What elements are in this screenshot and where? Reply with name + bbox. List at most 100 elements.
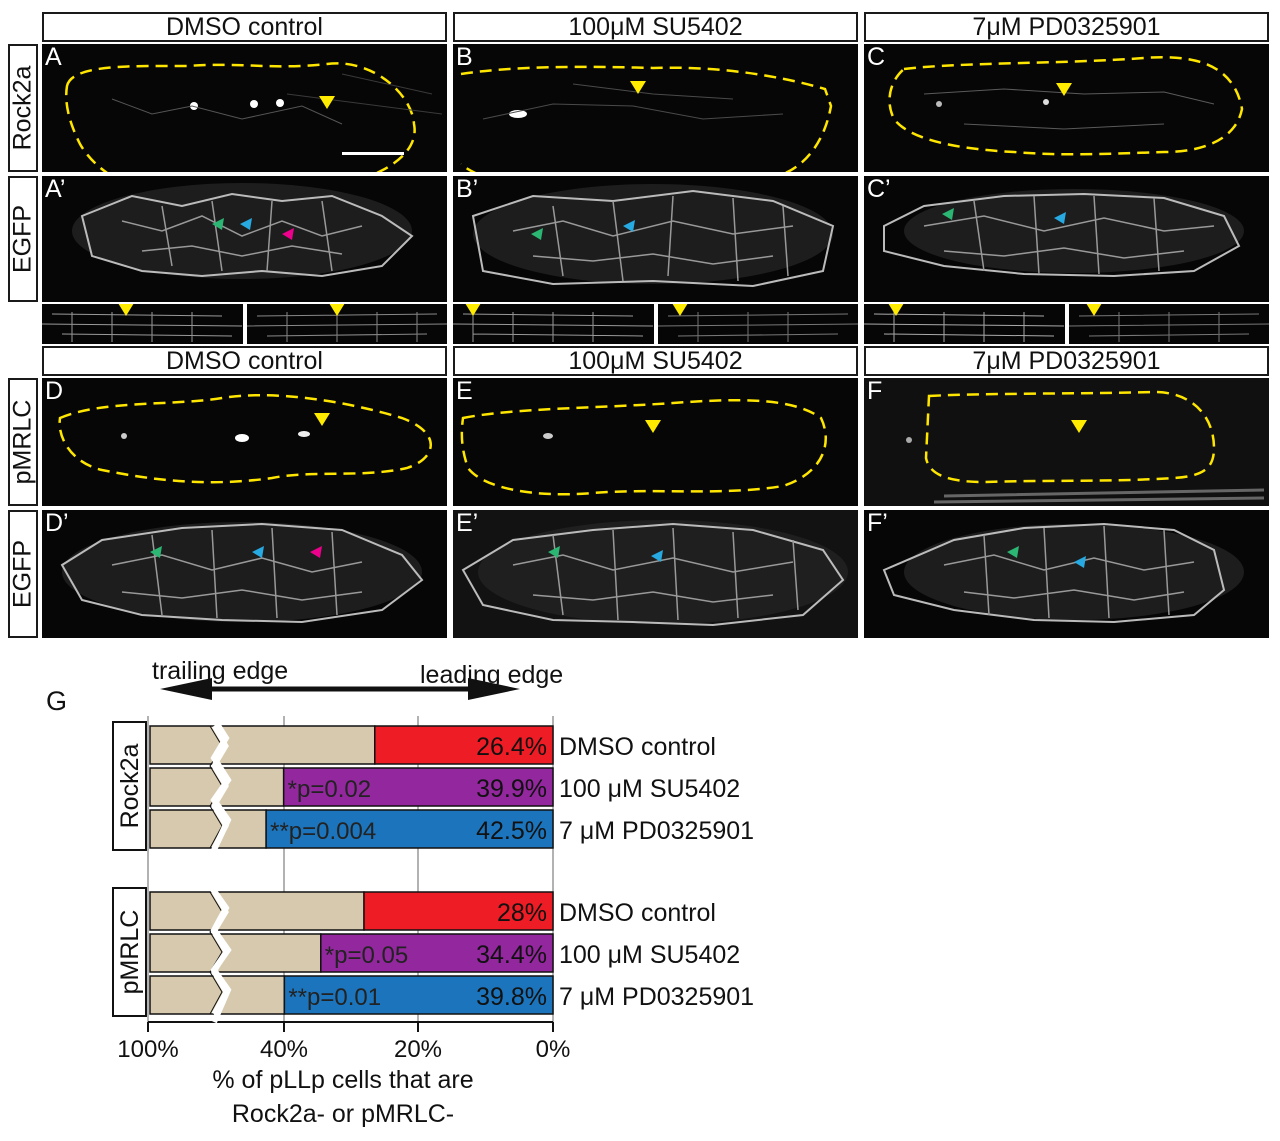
direction-arrow bbox=[160, 678, 520, 700]
row-label-egfp-2: EGFP bbox=[8, 510, 38, 638]
panel-letter-A-prime: A’ bbox=[45, 176, 66, 203]
ortho-strip-A-left bbox=[42, 304, 243, 344]
panel-A: A bbox=[42, 44, 447, 172]
row-label-egfp-1: EGFP bbox=[8, 176, 38, 302]
yellow-arrowhead-icon bbox=[888, 304, 904, 316]
panel-A-prime: A’ bbox=[42, 176, 447, 302]
yellow-arrowhead-icon bbox=[1086, 304, 1102, 316]
bar-category-label: DMSO control bbox=[559, 733, 716, 761]
panel-letter-F: F bbox=[867, 378, 883, 405]
figure-g-letter: G bbox=[46, 686, 67, 716]
blue-arrowhead-icon bbox=[1054, 212, 1066, 224]
yellow-arrowhead-icon bbox=[314, 413, 330, 426]
yellow-arrowhead-icon bbox=[1056, 83, 1072, 96]
scale-bar bbox=[342, 152, 404, 155]
x-tick-label: 40% bbox=[260, 1036, 308, 1063]
p-value-label: **p=0.01 bbox=[288, 984, 381, 1011]
panel-letter-D: D bbox=[45, 378, 64, 405]
header-su5402-1: 100μM SU5402 bbox=[453, 12, 858, 42]
group-label-box-rock2a bbox=[112, 721, 147, 851]
magenta-arrowhead-icon bbox=[282, 228, 294, 240]
row-label-rock2a-text: Rock2a bbox=[8, 65, 37, 151]
panel-letter-C: C bbox=[867, 44, 886, 71]
yellow-arrowhead-icon bbox=[672, 304, 688, 316]
row-label-rock2a: Rock2a bbox=[8, 44, 38, 172]
panel-letter-E-prime: E’ bbox=[456, 510, 479, 537]
ortho-strip-B-right bbox=[658, 304, 858, 344]
panel-A-image bbox=[65, 62, 443, 172]
header-pd0325901-2: 7μM PD0325901 bbox=[864, 346, 1269, 376]
bar-remainder bbox=[149, 891, 365, 931]
panel-F-image bbox=[906, 390, 1265, 504]
blue-arrowhead-icon bbox=[1074, 556, 1086, 568]
bar-remainder bbox=[149, 933, 322, 973]
ortho-strip-A-right bbox=[247, 304, 447, 344]
bar-category-label: 7 μM PD0325901 bbox=[559, 817, 754, 845]
group-label-pmrlc: pMRLC bbox=[116, 910, 144, 995]
blue-arrowhead-icon bbox=[623, 220, 635, 232]
header-pd0325901-1: 7μM PD0325901 bbox=[864, 12, 1269, 42]
green-arrowhead-icon bbox=[150, 546, 162, 558]
panel-D-image bbox=[58, 393, 432, 484]
panel-E: E bbox=[453, 378, 858, 506]
panel-A-prime-image bbox=[72, 183, 414, 279]
header-dmso-2: DMSO control bbox=[42, 346, 447, 376]
yellow-arrowhead-icon bbox=[319, 96, 335, 109]
bar-value bbox=[363, 891, 554, 931]
ortho-strip-C-left bbox=[864, 304, 1065, 344]
yellow-arrowhead-icon bbox=[465, 304, 481, 316]
panel-E-prime: E’ bbox=[453, 510, 858, 638]
bar-value bbox=[320, 933, 554, 973]
yellow-arrowhead-icon bbox=[645, 420, 661, 433]
bar-category-label: 100 μM SU5402 bbox=[559, 775, 740, 803]
panel-C-image bbox=[888, 56, 1244, 156]
row-label-pmrlc: pMRLC bbox=[8, 378, 38, 506]
figure-g-chart: G trailing edge leading edge Rock2a pMRL… bbox=[46, 657, 754, 1128]
x-axis-title-line2: Rock2a- or pMRLC- bbox=[232, 1100, 454, 1128]
panel-B-prime-image bbox=[471, 184, 835, 288]
header-su5402-2: 100μM SU5402 bbox=[453, 346, 858, 376]
yellow-arrowhead-icon bbox=[329, 304, 345, 316]
panel-C-prime: C’ bbox=[864, 176, 1269, 302]
bar-value-label: 39.9% bbox=[476, 775, 547, 803]
panel-B-image bbox=[460, 65, 833, 172]
p-value-label: *p=0.05 bbox=[325, 942, 408, 969]
panel-letter-B-prime: B’ bbox=[456, 176, 479, 203]
x-axis-title-line1: % of pLLp cells that are bbox=[212, 1066, 473, 1094]
bar-category-label: 100 μM SU5402 bbox=[559, 941, 740, 969]
bar-remainder bbox=[149, 809, 267, 849]
panel-D: D bbox=[42, 378, 447, 506]
row-label-egfp-2-text: EGFP bbox=[8, 539, 37, 609]
group-label-box-pmrlc bbox=[112, 887, 147, 1017]
blue-arrowhead-icon bbox=[651, 550, 663, 562]
x-axis: 100% 40% 20% 0% bbox=[117, 714, 570, 1063]
x-tick-label: 100% bbox=[117, 1036, 178, 1063]
panel-C: C bbox=[864, 44, 1269, 172]
magenta-arrowhead-icon bbox=[310, 546, 322, 558]
x-tick-label: 20% bbox=[394, 1036, 442, 1063]
bar-category-label: 7 μM PD0325901 bbox=[559, 983, 754, 1011]
panel-letter-C-prime: C’ bbox=[867, 176, 891, 203]
leading-edge-label: leading edge bbox=[420, 661, 563, 689]
bar-value bbox=[283, 975, 554, 1015]
panel-letter-B: B bbox=[456, 44, 473, 71]
bar-remainder bbox=[149, 725, 376, 765]
panel-D-prime: D’ bbox=[42, 510, 447, 638]
p-value-label: *p=0.02 bbox=[288, 776, 371, 803]
panel-D-prime-image bbox=[60, 522, 424, 624]
bar-category-label: DMSO control bbox=[559, 899, 716, 927]
panel-letter-D-prime: D’ bbox=[45, 510, 69, 537]
bar-value-label: 42.5% bbox=[476, 817, 547, 845]
bar-value-label: 28% bbox=[497, 899, 547, 927]
ortho-strip-B-left bbox=[453, 304, 654, 344]
row-label-egfp-1-text: EGFP bbox=[8, 204, 37, 274]
panel-F-prime-image bbox=[882, 522, 1244, 624]
yellow-arrowhead-icon bbox=[118, 304, 134, 316]
green-arrowhead-icon bbox=[531, 228, 543, 240]
panel-letter-A: A bbox=[45, 44, 62, 71]
axis-break-icon bbox=[209, 714, 232, 1024]
bar-value-label: 34.4% bbox=[476, 941, 547, 969]
bar-value-label: 26.4% bbox=[476, 733, 547, 761]
group-label-rock2a: Rock2a bbox=[116, 744, 144, 829]
bars: 26.4% DMSO control 39.9% *p=0.02 100 μM SU54… bbox=[149, 724, 754, 1016]
